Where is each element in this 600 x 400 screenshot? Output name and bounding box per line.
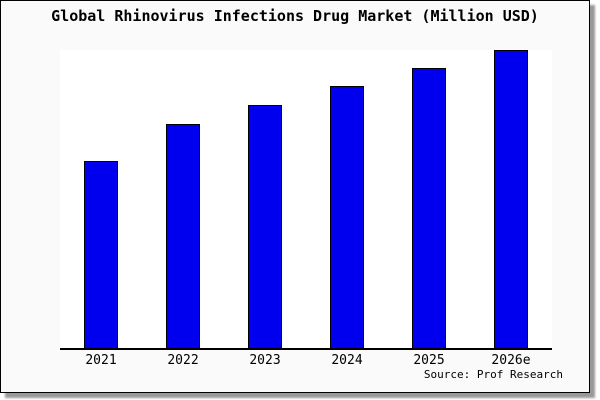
x-tick-label-2023: 2023: [249, 353, 281, 368]
bar-2026e: [494, 50, 528, 348]
bar-2023: [248, 105, 282, 348]
x-tick-label-2022: 2022: [167, 353, 199, 368]
chart-card: Global Rhinovirus Infections Drug Market…: [0, 0, 590, 393]
x-tick-label-2024: 2024: [331, 353, 363, 368]
bar-2021: [84, 161, 118, 348]
chart-title: Global Rhinovirus Infections Drug Market…: [51, 7, 539, 25]
x-tick-label-2025: 2025: [413, 353, 445, 368]
plot-area: [60, 50, 552, 350]
x-tick-label-2021: 2021: [85, 353, 117, 368]
bar-2024: [330, 86, 364, 348]
x-tick-label-2026e: 2026e: [491, 353, 531, 368]
bar-2022: [166, 124, 200, 348]
bar-2025: [412, 68, 446, 348]
source-credit: Source: Prof Research: [423, 368, 563, 381]
